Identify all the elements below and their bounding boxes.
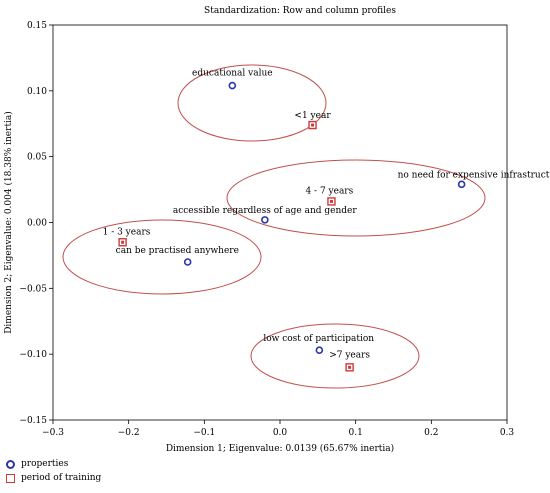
x-tick-label: 0.1 <box>349 428 363 438</box>
legend: properties period of training <box>6 457 101 485</box>
point-marker-fill <box>311 123 315 127</box>
point-label: <1 year <box>294 111 331 121</box>
point-label: 1 - 3 years <box>103 227 151 237</box>
point-label: educational value <box>192 69 273 79</box>
points-layer: educational value no need for expensive i… <box>103 69 550 372</box>
y-tick-label: −0.10 <box>19 350 47 360</box>
y-tick-label: −0.05 <box>19 284 47 294</box>
point-label: can be practised anywhere <box>116 246 239 256</box>
point-marker <box>315 346 324 355</box>
axis-ticks: −0.3 −0.2 −0.1 0.0 0.1 0.2 0.3 −0.15 −0.10 −0.05 0… <box>19 21 514 438</box>
circle-marker-icon <box>6 459 15 469</box>
y-tick-label: −0.15 <box>19 416 47 426</box>
point-label: accessible regardless of age and gender <box>173 206 358 216</box>
x-tick-label: −0.2 <box>118 428 140 438</box>
ellipses-layer <box>62 64 486 389</box>
point-marker-fill <box>121 240 125 244</box>
x-tick-label: −0.3 <box>42 428 64 438</box>
point-marker-fill <box>348 365 352 369</box>
legend-item-period-of-training: period of training <box>6 471 101 485</box>
point-label: no need for expensive infrastructure <box>398 170 550 180</box>
x-tick-label: 0.0 <box>273 428 288 438</box>
chart-title: Standardization: Row and column profiles <box>204 6 396 16</box>
point-label: 4 - 7 years <box>305 186 353 196</box>
y-tick-label: 0.10 <box>27 87 47 97</box>
legend-label: properties <box>21 459 69 469</box>
group-ellipse <box>250 323 420 389</box>
group-ellipse <box>177 64 327 142</box>
point-label: >7 years <box>329 350 370 360</box>
x-tick-label: 0.2 <box>424 428 438 438</box>
point-marker <box>457 180 466 189</box>
legend-label: period of training <box>21 473 102 483</box>
y-tick-label: 0.00 <box>27 219 47 229</box>
x-tick-label: −0.1 <box>193 428 215 438</box>
point-label: low cost of participation <box>263 334 374 344</box>
point-marker <box>261 216 269 224</box>
y-tick-label: 0.15 <box>27 21 47 31</box>
square-marker-icon <box>6 473 15 483</box>
x-axis-title: Dimension 1; Eigenvalue: 0.0139 (65.67% … <box>166 443 394 454</box>
plot-area <box>52 24 508 421</box>
y-tick-label: 0.05 <box>27 153 47 163</box>
point-marker <box>228 81 237 90</box>
point-marker <box>183 258 192 266</box>
legend-item-properties: properties <box>6 457 101 471</box>
y-axis-title: Dimension 2; Eigenvalue: 0.004 (18.38% i… <box>3 111 14 334</box>
x-tick-label: 0.3 <box>500 428 515 438</box>
group-ellipse <box>62 219 262 295</box>
group-ellipse <box>226 159 486 237</box>
point-marker-fill <box>329 199 333 203</box>
